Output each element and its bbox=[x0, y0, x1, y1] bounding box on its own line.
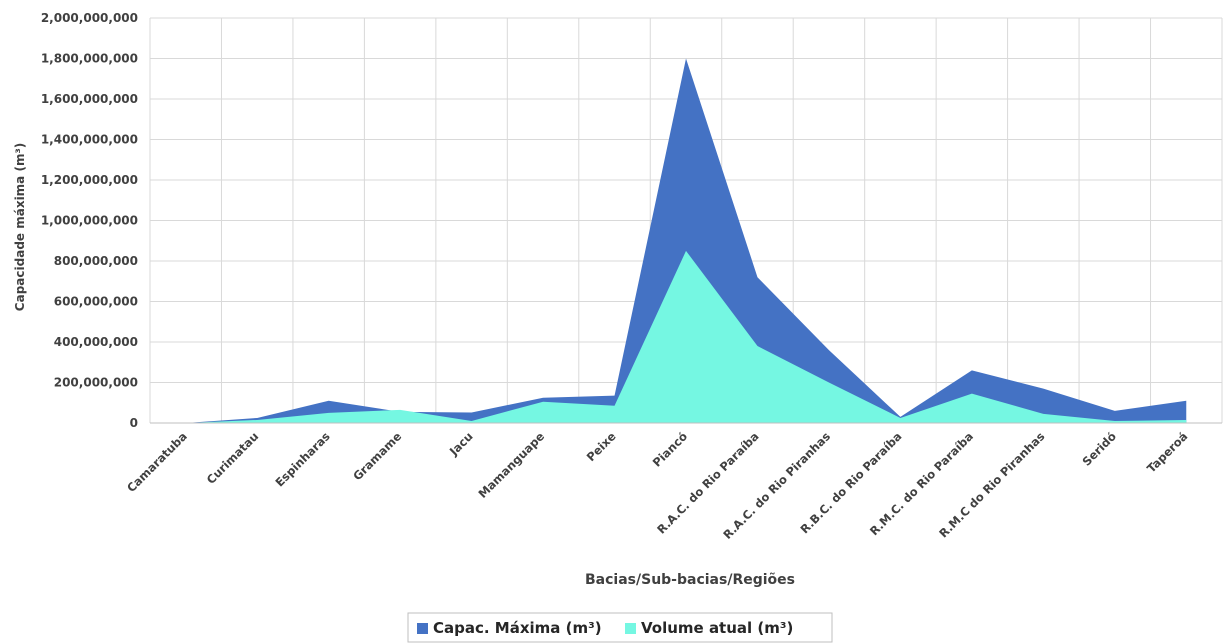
legend-swatch-volume-atual bbox=[625, 623, 636, 634]
x-tick-label: Seridó bbox=[1079, 429, 1119, 469]
y-tick-label: 2,000,000,000 bbox=[41, 11, 138, 25]
x-tick-label: Taperoá bbox=[1144, 429, 1190, 475]
y-tick-label: 1,400,000,000 bbox=[41, 133, 138, 147]
x-tick-label: Camaratuba bbox=[124, 429, 190, 495]
y-tick-label: 0 bbox=[130, 416, 138, 430]
area-series-0 bbox=[185, 58, 1187, 423]
y-tick-label: 800,000,000 bbox=[54, 254, 138, 268]
x-tick-label: Peixe bbox=[584, 429, 619, 464]
area-layer bbox=[185, 58, 1187, 423]
y-tick-label: 600,000,000 bbox=[54, 295, 138, 309]
x-tick-labels: Camaratuba Curimatau Espinharas Gramame Jacu… bbox=[124, 429, 1190, 542]
x-tick-label: Jacu bbox=[446, 429, 476, 459]
y-axis-title: Capacidade máxima (m³) bbox=[13, 143, 27, 311]
x-tick-label: Piancó bbox=[650, 429, 690, 469]
y-tick-label: 1,000,000,000 bbox=[41, 214, 138, 228]
legend-label-capac-maxima: Capac. Máxima (m³) bbox=[433, 619, 602, 637]
x-tick-label: Espinharas bbox=[272, 429, 332, 489]
y-tick-label: 1,200,000,000 bbox=[41, 173, 138, 187]
x-tick-label: Mamanguape bbox=[476, 429, 548, 501]
grid-layer bbox=[149, 17, 1223, 424]
legend-swatch-capac-maxima bbox=[417, 623, 428, 634]
y-tick-label: 1,800,000,000 bbox=[41, 52, 138, 66]
x-tick-label: Gramame bbox=[350, 429, 404, 483]
y-tick-labels: 0 200,000,000 400,000,000 600,000,000 800,00… bbox=[41, 11, 138, 430]
x-axis-title: Bacias/Sub-bacias/Regiões bbox=[585, 572, 795, 588]
y-tick-label: 400,000,000 bbox=[54, 335, 138, 349]
legend-box bbox=[407, 612, 833, 643]
legend: Capac. Máxima (m³) Volume atual (m³) bbox=[407, 612, 833, 643]
area-series-1 bbox=[185, 250, 1187, 423]
legend-label-volume-atual: Volume atual (m³) bbox=[641, 619, 793, 637]
x-tick-label: Curimatau bbox=[204, 429, 262, 487]
y-tick-label: 200,000,000 bbox=[54, 376, 138, 390]
y-tick-label: 1,600,000,000 bbox=[41, 92, 138, 106]
